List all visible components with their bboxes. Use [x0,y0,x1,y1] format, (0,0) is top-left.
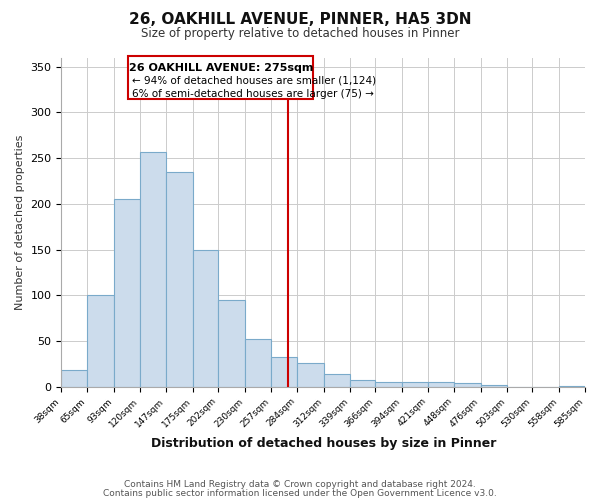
Bar [559,386,585,387]
Bar [61,370,87,387]
Y-axis label: Number of detached properties: Number of detached properties [15,134,25,310]
Bar [350,380,376,387]
Bar [402,382,428,387]
Text: Size of property relative to detached houses in Pinner: Size of property relative to detached ho… [141,28,459,40]
Bar [454,383,481,387]
Bar [323,374,350,387]
Text: 6% of semi-detached houses are larger (75) →: 6% of semi-detached houses are larger (7… [132,88,374,99]
Text: Contains public sector information licensed under the Open Government Licence v3: Contains public sector information licen… [103,488,497,498]
Bar [166,172,193,387]
Text: 26, OAKHILL AVENUE, PINNER, HA5 3DN: 26, OAKHILL AVENUE, PINNER, HA5 3DN [129,12,471,28]
Text: Contains HM Land Registry data © Crown copyright and database right 2024.: Contains HM Land Registry data © Crown c… [124,480,476,489]
Bar [271,356,297,387]
Text: ← 94% of detached houses are smaller (1,124): ← 94% of detached houses are smaller (1,… [132,76,376,86]
Bar [87,296,114,387]
Bar [140,152,166,387]
Bar [376,382,402,387]
Bar [481,385,506,387]
Bar [114,200,140,387]
Text: 26 OAKHILL AVENUE: 275sqm: 26 OAKHILL AVENUE: 275sqm [128,63,313,73]
Bar [218,300,245,387]
Bar [428,382,454,387]
FancyBboxPatch shape [128,56,313,98]
Bar [297,363,323,387]
X-axis label: Distribution of detached houses by size in Pinner: Distribution of detached houses by size … [151,437,496,450]
Bar [245,340,271,387]
Bar [193,250,218,387]
